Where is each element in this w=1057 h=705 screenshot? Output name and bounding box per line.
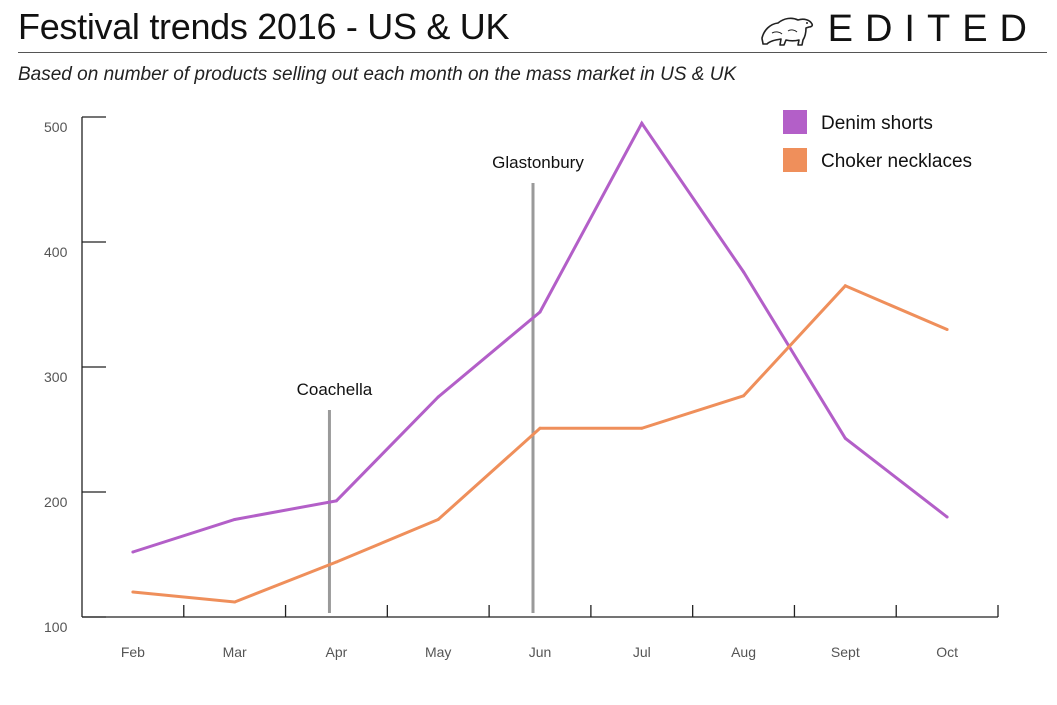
x-tick-label: Aug	[731, 644, 756, 660]
series-line	[132, 284, 948, 604]
data-point	[538, 310, 542, 314]
annotation-label: Glastonbury	[492, 153, 584, 172]
data-point	[640, 426, 644, 430]
x-tick-label: Mar	[223, 644, 247, 660]
legend-swatch	[783, 110, 807, 134]
y-tick-label: 300	[44, 369, 68, 385]
data-point	[945, 515, 949, 519]
legend-label: Choker necklaces	[821, 151, 972, 172]
x-tick-label: Apr	[326, 644, 348, 660]
polar-bear-icon	[760, 17, 813, 46]
data-point	[640, 121, 644, 125]
data-point	[843, 284, 847, 288]
x-tick-label: Jun	[529, 644, 552, 660]
data-point	[843, 436, 847, 440]
data-point	[742, 394, 746, 398]
legend-label: Denim shorts	[821, 113, 933, 134]
data-point	[945, 328, 949, 331]
data-point	[538, 426, 542, 430]
brand-wordmark: EDITED	[827, 8, 1039, 50]
chart-title: Festival trends 2016 - US & UK	[18, 6, 510, 47]
x-tick-label: Feb	[121, 644, 145, 660]
y-tick-label: 400	[44, 244, 68, 260]
brand-logo: EDITED	[758, 8, 1039, 51]
series-line	[132, 120, 949, 554]
x-tick-label: Jul	[633, 644, 651, 660]
data-point	[436, 395, 440, 399]
data-point	[334, 499, 338, 503]
data-point	[334, 560, 338, 564]
x-tick-label: Sept	[831, 644, 860, 660]
data-point	[436, 518, 440, 521]
data-point	[233, 518, 237, 521]
data-point	[233, 600, 237, 604]
chart-subtitle: Based on number of products selling out …	[18, 64, 737, 85]
x-tick-label: May	[425, 644, 451, 660]
x-tick-label: Oct	[936, 644, 958, 660]
data-point	[742, 270, 746, 274]
y-tick-label: 200	[44, 494, 68, 510]
data-point	[131, 590, 135, 594]
header-divider	[18, 52, 1047, 53]
y-tick-label: 100	[44, 619, 68, 635]
annotation-label: Coachella	[297, 380, 373, 399]
y-tick-label: 500	[44, 119, 68, 135]
data-point	[131, 550, 135, 554]
legend-swatch	[783, 148, 807, 172]
